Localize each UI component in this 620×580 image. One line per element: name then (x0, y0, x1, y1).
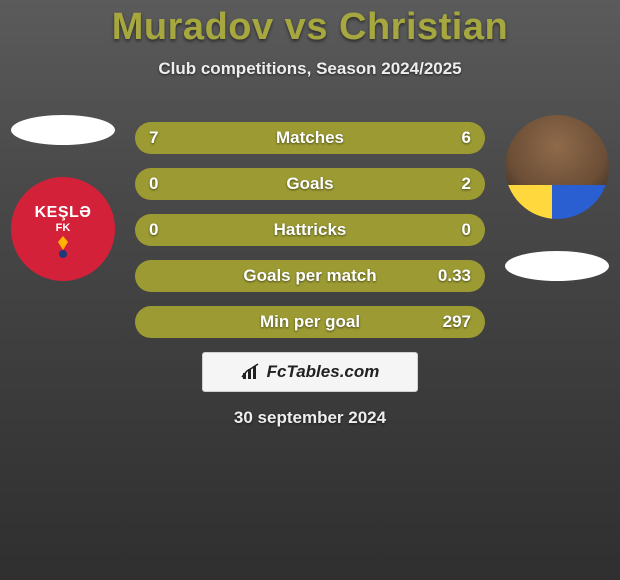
stat-label: Matches (276, 128, 344, 148)
brand-text: FcTables.com (267, 362, 380, 382)
stat-label: Goals (286, 174, 333, 194)
stat-label: Goals per match (243, 266, 376, 286)
page-title: Muradov vs Christian (0, 0, 620, 49)
stat-row: 0 Goals 2 (135, 168, 485, 200)
stat-label: Hattricks (274, 220, 347, 240)
stat-label: Min per goal (260, 312, 360, 332)
stat-left-value: 7 (149, 128, 158, 148)
left-column: KEŞLƏ FK (8, 115, 118, 281)
stat-row: 0 Hattricks 0 (135, 214, 485, 246)
team-badge-sub: FK (56, 222, 71, 234)
team-shadow-right (505, 251, 609, 281)
stat-row: 7 Matches 6 (135, 122, 485, 154)
badge-emblem-icon (48, 234, 78, 260)
team-badge-text: KEŞLƏ (35, 204, 92, 222)
player-avatar-right (505, 115, 609, 219)
player-shadow-left (11, 115, 115, 145)
stat-left-value: 0 (149, 220, 158, 240)
stat-right-value: 0 (462, 220, 471, 240)
stat-right-value: 2 (462, 174, 471, 194)
stats-container: 7 Matches 6 0 Goals 2 0 Hattricks 0 Goal… (135, 122, 485, 428)
stat-left-value: 0 (149, 174, 158, 194)
season-subtitle: Club competitions, Season 2024/2025 (0, 59, 620, 79)
team-badge-left: KEŞLƏ FK (11, 177, 115, 281)
brand-badge: FcTables.com (202, 352, 418, 392)
bar-chart-icon (241, 363, 263, 381)
stat-row: Goals per match 0.33 (135, 260, 485, 292)
date-text: 30 september 2024 (135, 408, 485, 428)
stat-row: Min per goal 297 (135, 306, 485, 338)
stat-right-value: 0.33 (438, 266, 471, 286)
right-column (502, 115, 612, 281)
stat-right-value: 297 (443, 312, 471, 332)
stat-right-value: 6 (462, 128, 471, 148)
